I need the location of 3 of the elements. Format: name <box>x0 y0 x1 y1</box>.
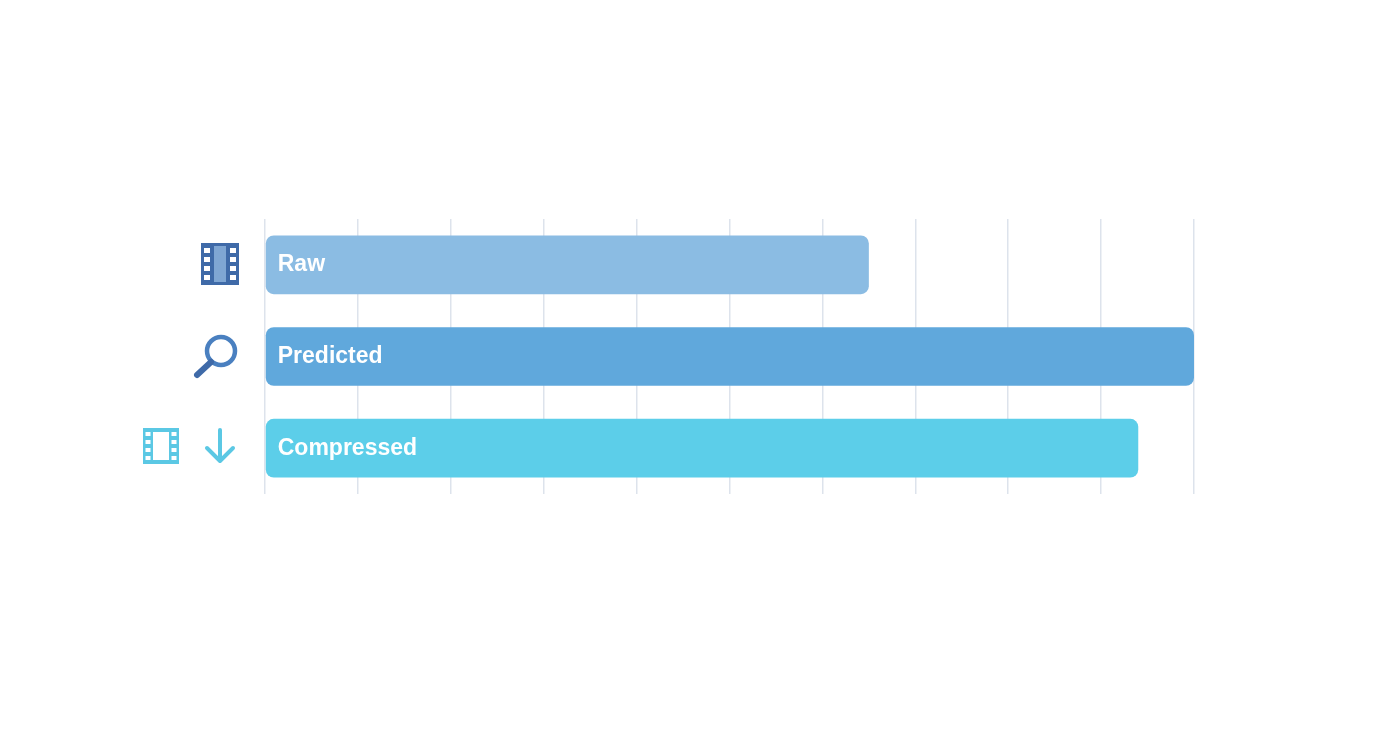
y-tick-label: Raw <box>277 250 326 277</box>
y-tick-label: Predicted <box>277 341 383 368</box>
y-tick-label: Compressed <box>277 433 418 460</box>
